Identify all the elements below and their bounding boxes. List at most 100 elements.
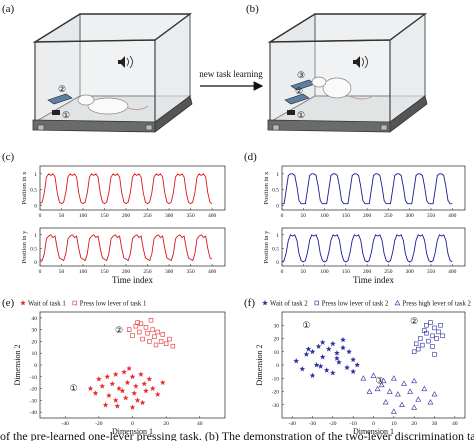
data-line [281,234,453,263]
annotation: ② [410,316,418,326]
point [378,381,385,388]
x-tick-label: 250 [143,213,152,219]
y-tick-label: -30 [272,403,280,409]
x-axis-label: Dimension 1 [353,427,394,436]
point [424,323,429,328]
y-tick-label: -10 [30,375,38,381]
point [386,388,393,394]
point [411,377,418,384]
legend-marker [262,299,268,306]
point [139,399,146,406]
x-tick-label: 50 [59,213,65,219]
point [106,392,112,399]
point [129,404,136,410]
point [344,364,351,371]
point [399,401,405,407]
point [152,334,157,339]
y-tick-label: 1 [276,172,279,178]
point [126,327,132,332]
x-tick-label: 400 [448,269,457,275]
panel-label: (f) [244,297,255,309]
point [293,357,300,364]
point [319,339,326,345]
point [87,385,94,392]
point [390,375,397,381]
y-axis-label: Position in y [21,230,28,264]
panel-label: (b) [246,3,259,15]
point [411,404,418,410]
x-tick-label: 350 [186,269,195,275]
point [135,320,140,325]
point [305,346,312,352]
charts: (c)0 50 100 150 200 250 300 350 40000.51Position… [2,151,472,436]
point [317,363,324,369]
point [99,383,106,389]
x-axis-label: Time index [353,275,394,285]
plot-frame [39,311,226,419]
x-tick-label: 0 [39,213,42,219]
legend-label: Wait of task 2 [270,301,308,308]
x-tick-label: 350 [427,269,436,275]
point [436,329,441,335]
legend-marker [72,300,78,306]
point [346,348,353,355]
point [146,376,153,382]
marker-label: ② [295,86,303,96]
annotation: ① [302,320,310,330]
point [426,338,431,344]
point [124,379,131,386]
point [319,353,326,360]
point [315,343,322,349]
point [167,336,172,342]
point [431,391,438,397]
x-tick-label: 200 [363,269,372,275]
point [313,361,320,368]
point [145,330,150,336]
caption: of the pre-learned one-lever pressing ta… [0,429,474,441]
legend-marker [314,300,320,306]
point [114,403,121,409]
x-tick-label: 30 [432,421,438,427]
point [323,367,330,373]
point [143,387,149,394]
x-tick-label: -10 [349,421,357,427]
y-axis-label: Dimension 2 [13,344,22,385]
annotation: ① [70,383,78,393]
point [309,372,316,379]
x-tick-label: 0 [372,421,375,427]
point [430,333,435,339]
x-tick-label: 100 [79,269,88,275]
y-axis-label: Dimension 2 [255,344,264,385]
marker-label: ③ [297,70,305,80]
point [147,339,152,344]
x-tick-label: 20 [163,421,169,427]
point [122,394,129,401]
x-tick-label: 250 [384,269,393,275]
point [434,336,439,341]
point [130,333,135,338]
y-tick-label: 0.5 [272,246,279,252]
point [104,373,111,380]
y-tick-label: 0.5 [30,246,37,252]
legend-label: Press low lever of task 1 [80,301,147,308]
y-axis-label: Position in x [21,171,28,205]
x-tick-label: 40 [452,421,458,427]
x-tick-label: 400 [208,269,217,275]
x-tick-label: 10 [391,421,397,427]
point [418,336,423,341]
x-tick-label: 300 [165,213,174,219]
x-tick-label: 200 [122,213,131,219]
point [158,339,164,344]
point [102,401,109,408]
point [150,327,155,332]
point [360,375,367,381]
point [416,346,421,352]
point [141,380,148,387]
y-tick-label: 0.5 [30,188,37,194]
point [121,368,128,375]
point [394,391,401,397]
point [148,318,154,323]
point [427,399,434,405]
x-tick-label: -40 [288,421,296,427]
point [154,391,161,397]
